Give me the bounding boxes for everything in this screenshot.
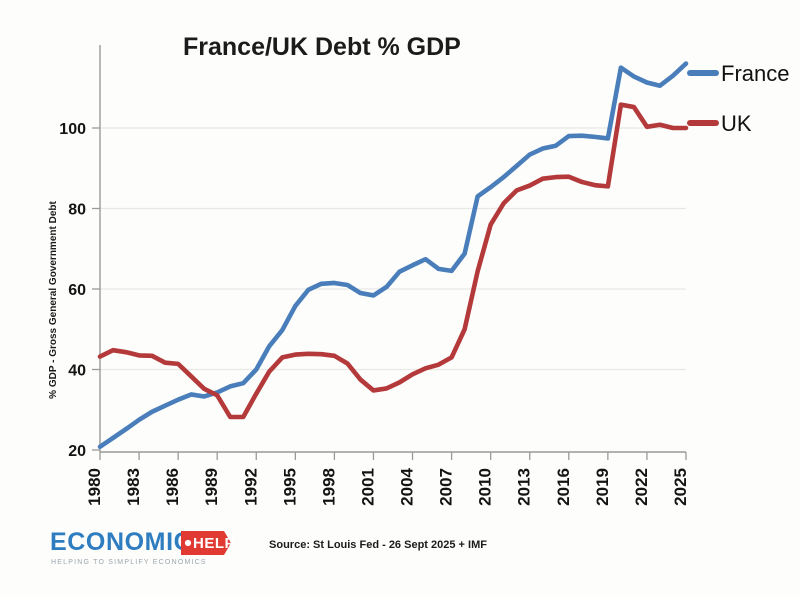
x-tick-label: 1983 <box>124 468 143 506</box>
gridlines <box>100 127 686 371</box>
logo-badge: HELP <box>181 531 235 555</box>
x-tick-label: 2004 <box>398 467 417 505</box>
y-axis-label: % GDP - Gross General Government Debt <box>48 201 59 399</box>
x-tick-label: 1989 <box>202 468 221 506</box>
x-tick-label: 2022 <box>632 468 651 506</box>
logo-badge-shape <box>181 531 231 555</box>
y-tick-label: 60 <box>68 282 86 299</box>
x-tick-label: 1998 <box>319 468 338 506</box>
x-tick-label: 2013 <box>515 468 534 506</box>
x-tick-label: 1992 <box>241 468 260 506</box>
x-tick-label: 2016 <box>554 468 573 506</box>
logo-badge-label: HELP <box>193 535 235 552</box>
y-tick-label: 40 <box>68 363 86 380</box>
x-tick-label: 1980 <box>85 468 104 506</box>
x-tick-label: 2010 <box>476 468 495 506</box>
y-tick-label: 20 <box>68 443 86 460</box>
y-tick-label: 100 <box>59 121 86 138</box>
y-axis-ticks: 20 40 60 80 100 <box>59 121 100 460</box>
economics-help-logo: ECONOMICS HELP HELPING TO SIMPLIFY ECONO… <box>50 528 235 566</box>
x-tick-label: 2001 <box>358 468 377 506</box>
x-tick-label: 2025 <box>671 468 690 506</box>
series-line-uk <box>97 102 689 420</box>
data-series-group <box>97 61 689 450</box>
logo-badge-dot-icon <box>184 539 192 547</box>
x-tick-label: 2019 <box>593 468 612 506</box>
chart-title: France/UK Debt % GDP <box>183 33 461 61</box>
source-note: Source: St Louis Fed - 26 Sept 2025 + IM… <box>269 539 487 551</box>
y-tick-label: 80 <box>68 202 86 219</box>
legend-label-uk: UK <box>721 111 752 136</box>
chart-legend: France UK <box>687 61 789 136</box>
x-tick-label: 1986 <box>163 468 182 506</box>
logo-tagline: HELPING TO SIMPLIFY ECONOMICS <box>51 559 207 566</box>
x-tick-label: 1995 <box>280 468 299 506</box>
series-line-france <box>97 61 689 450</box>
legend-label-france: France <box>721 61 789 86</box>
x-tick-label: 2007 <box>437 468 456 506</box>
x-axis-ticks: 1980 1983 1986 1989 1992 1995 1998 2001 2004 2007… <box>85 452 690 506</box>
